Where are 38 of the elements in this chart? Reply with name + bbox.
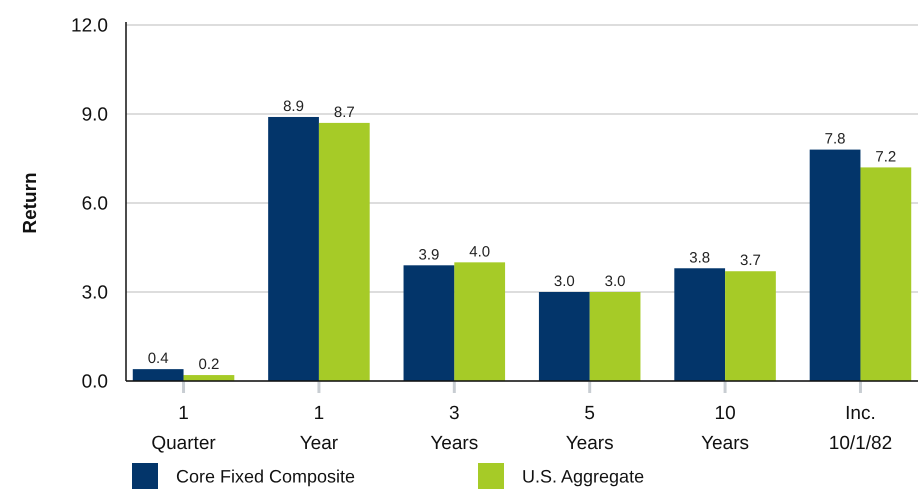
bar	[268, 116, 319, 381]
bar	[590, 292, 640, 381]
data-label: 3.7	[740, 252, 761, 270]
bar	[132, 369, 184, 381]
y-tick-label: 9.0	[82, 104, 108, 126]
bar	[318, 122, 370, 381]
x-tick-label: Inc. 10/1/82	[828, 403, 892, 454]
data-label: 3.8	[689, 249, 710, 266]
data-label: 8.7	[334, 104, 355, 121]
x-tick-label: 1 Year	[300, 403, 339, 454]
bar	[725, 271, 776, 381]
bar	[404, 265, 454, 381]
bar	[810, 150, 860, 381]
bar	[184, 375, 234, 381]
data-label: 7.8	[824, 130, 846, 148]
data-label: 3.9	[418, 246, 440, 264]
data-label: 7.2	[875, 148, 896, 166]
data-label: 3.0	[554, 273, 575, 290]
data-label: 0.2	[198, 356, 220, 374]
y-tick-label: 6.0	[82, 194, 108, 215]
bar	[860, 167, 912, 381]
x-tick-label: 1 Quarter	[151, 403, 216, 454]
bar	[454, 262, 506, 381]
data-label: 0.4	[148, 350, 169, 368]
x-tick-label: 5 Years	[566, 403, 614, 454]
data-label: 4.0	[469, 243, 490, 260]
legend-label: Core Fixed Composite	[176, 466, 356, 486]
data-label: 3.0	[604, 273, 626, 290]
bar	[538, 292, 590, 381]
y-tick-label: 3.0	[82, 282, 108, 304]
x-tick-label: 3 Years	[430, 403, 478, 454]
y-tick-label: 12.0	[71, 16, 108, 37]
data-label: 8.9	[283, 98, 304, 115]
y-axis-title: Return	[20, 172, 41, 234]
y-tick-label: 0.0	[82, 372, 108, 393]
x-tick-label: 10 Years	[701, 403, 750, 454]
legend-label: U.S. Aggregate	[522, 466, 644, 486]
bar	[674, 268, 726, 381]
